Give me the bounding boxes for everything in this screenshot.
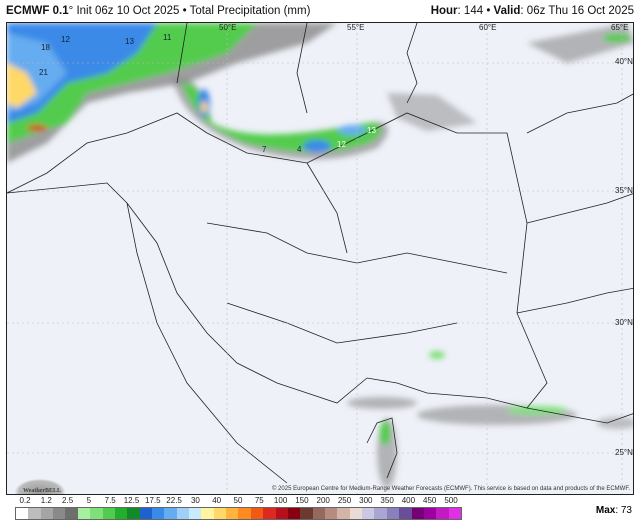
legend-tick: 150 — [295, 496, 309, 505]
legend-tick: 17.5 — [145, 496, 161, 505]
separator: • — [182, 5, 187, 17]
legend-tick: 2.5 — [62, 496, 74, 505]
value-label: 13 — [367, 126, 376, 135]
legend-tick: 250 — [337, 496, 352, 505]
legend-tick: 450 — [423, 496, 437, 505]
legend-tick: 50 — [233, 496, 243, 505]
lat-label: 30°N — [615, 318, 633, 327]
valid-label: Valid — [493, 5, 521, 17]
color-scale-bar — [15, 507, 462, 520]
value-label: 13 — [125, 37, 134, 46]
color-swatch — [65, 508, 78, 519]
color-swatch — [90, 508, 103, 519]
color-swatch — [386, 508, 400, 519]
weatherbell-logo: WeatherBELL — [15, 479, 65, 494]
lat-label: 40°N — [615, 57, 633, 66]
color-swatch — [374, 508, 387, 519]
legend-tick: 40 — [212, 496, 222, 505]
header-right: Hour: 144 • Valid: 06z Thu 16 Oct 2025 — [431, 5, 634, 17]
color-swatch — [250, 508, 264, 519]
color-swatch — [102, 508, 115, 519]
legend-tick: 7.5 — [104, 496, 116, 505]
color-swatch — [423, 508, 437, 519]
color-swatch — [349, 508, 363, 519]
color-swatch — [263, 508, 276, 519]
init-time: Init 06z 10 Oct 2025 — [76, 5, 180, 17]
max-value: Max: 73 — [596, 505, 632, 516]
color-swatch — [275, 508, 288, 519]
legend-tick: 75 — [254, 496, 264, 505]
color-swatch — [53, 508, 66, 519]
hour-value: : 144 — [457, 5, 484, 17]
value-label: 18 — [41, 43, 50, 52]
value-label: 21 — [39, 68, 48, 77]
value-label: 4 — [297, 145, 302, 154]
color-swatch — [436, 508, 449, 519]
color-swatch — [337, 508, 350, 519]
product-name: Total Precipitation (mm) — [189, 5, 311, 17]
legend-tick: 200 — [316, 496, 330, 505]
precip-field — [7, 23, 633, 488]
graticule — [7, 23, 633, 494]
color-swatch — [201, 508, 214, 519]
color-swatch — [399, 508, 412, 519]
color-swatch — [287, 508, 301, 519]
color-swatch — [362, 508, 375, 519]
legend-tick: 22.5 — [166, 496, 182, 505]
color-swatch — [16, 508, 29, 519]
legend-tick: 350 — [380, 496, 394, 505]
legend-tick: 0.2 — [19, 496, 31, 505]
separator: • — [486, 5, 491, 17]
value-label: 11 — [163, 33, 172, 42]
lat-label: 25°N — [615, 448, 633, 457]
valid-value: : 06z Thu 16 Oct 2025 — [520, 5, 634, 17]
color-swatch — [28, 508, 41, 519]
max-number: : 73 — [615, 505, 632, 516]
color-swatch — [226, 508, 239, 519]
map-header: ECMWF 0.1° Init 06z 10 Oct 2025 • Total … — [0, 0, 640, 22]
legend-tick: 300 — [359, 496, 373, 505]
legend-tick: 5 — [86, 496, 92, 505]
legend-tick: 400 — [401, 496, 416, 505]
lon-label: 60°E — [479, 23, 497, 32]
max-label: Max — [595, 505, 616, 516]
value-label: 7 — [262, 145, 267, 154]
copyright-credit: © 2025 European Centre for Medium-Range … — [271, 486, 630, 492]
hour-label: Hour — [430, 5, 458, 17]
color-swatch — [176, 508, 190, 519]
color-swatch — [114, 508, 128, 519]
map-graphics — [7, 23, 633, 494]
legend-tick: 100 — [273, 496, 288, 505]
color-swatch — [164, 508, 177, 519]
color-swatch — [139, 508, 152, 519]
color-swatch — [411, 508, 424, 519]
color-swatch — [127, 508, 140, 519]
color-swatch — [77, 508, 91, 519]
legend-tick: 30 — [190, 496, 200, 505]
lon-label: 65°E — [611, 23, 629, 32]
model-name: ECMWF 0.1 — [6, 5, 69, 17]
color-swatch — [238, 508, 251, 519]
color-swatch — [213, 508, 227, 519]
borders — [7, 23, 633, 484]
value-label: 12 — [337, 140, 346, 149]
legend-tick: 1.2 — [40, 496, 52, 505]
legend-tick: 500 — [444, 496, 458, 505]
color-swatch — [151, 508, 165, 519]
lon-label: 55°E — [347, 23, 365, 32]
color-swatch — [312, 508, 325, 519]
color-swatch — [40, 508, 54, 519]
precipitation-map[interactable]: 50°E 55°E 60°E 65°E 40°N 35°N 30°N 25°N … — [6, 22, 634, 495]
lat-label: 35°N — [615, 186, 633, 195]
value-label: 12 — [61, 35, 70, 44]
color-swatch — [448, 508, 461, 519]
degree-symbol: ° — [68, 5, 74, 17]
lon-label: 50°E — [219, 23, 237, 32]
color-swatch — [300, 508, 313, 519]
legend-tick: 12.5 — [123, 496, 140, 505]
color-swatch — [324, 508, 338, 519]
logo-text: WeatherBELL — [23, 488, 62, 494]
header-left: ECMWF 0.1° Init 06z 10 Oct 2025 • Total … — [6, 5, 310, 17]
color-swatch — [189, 508, 202, 519]
